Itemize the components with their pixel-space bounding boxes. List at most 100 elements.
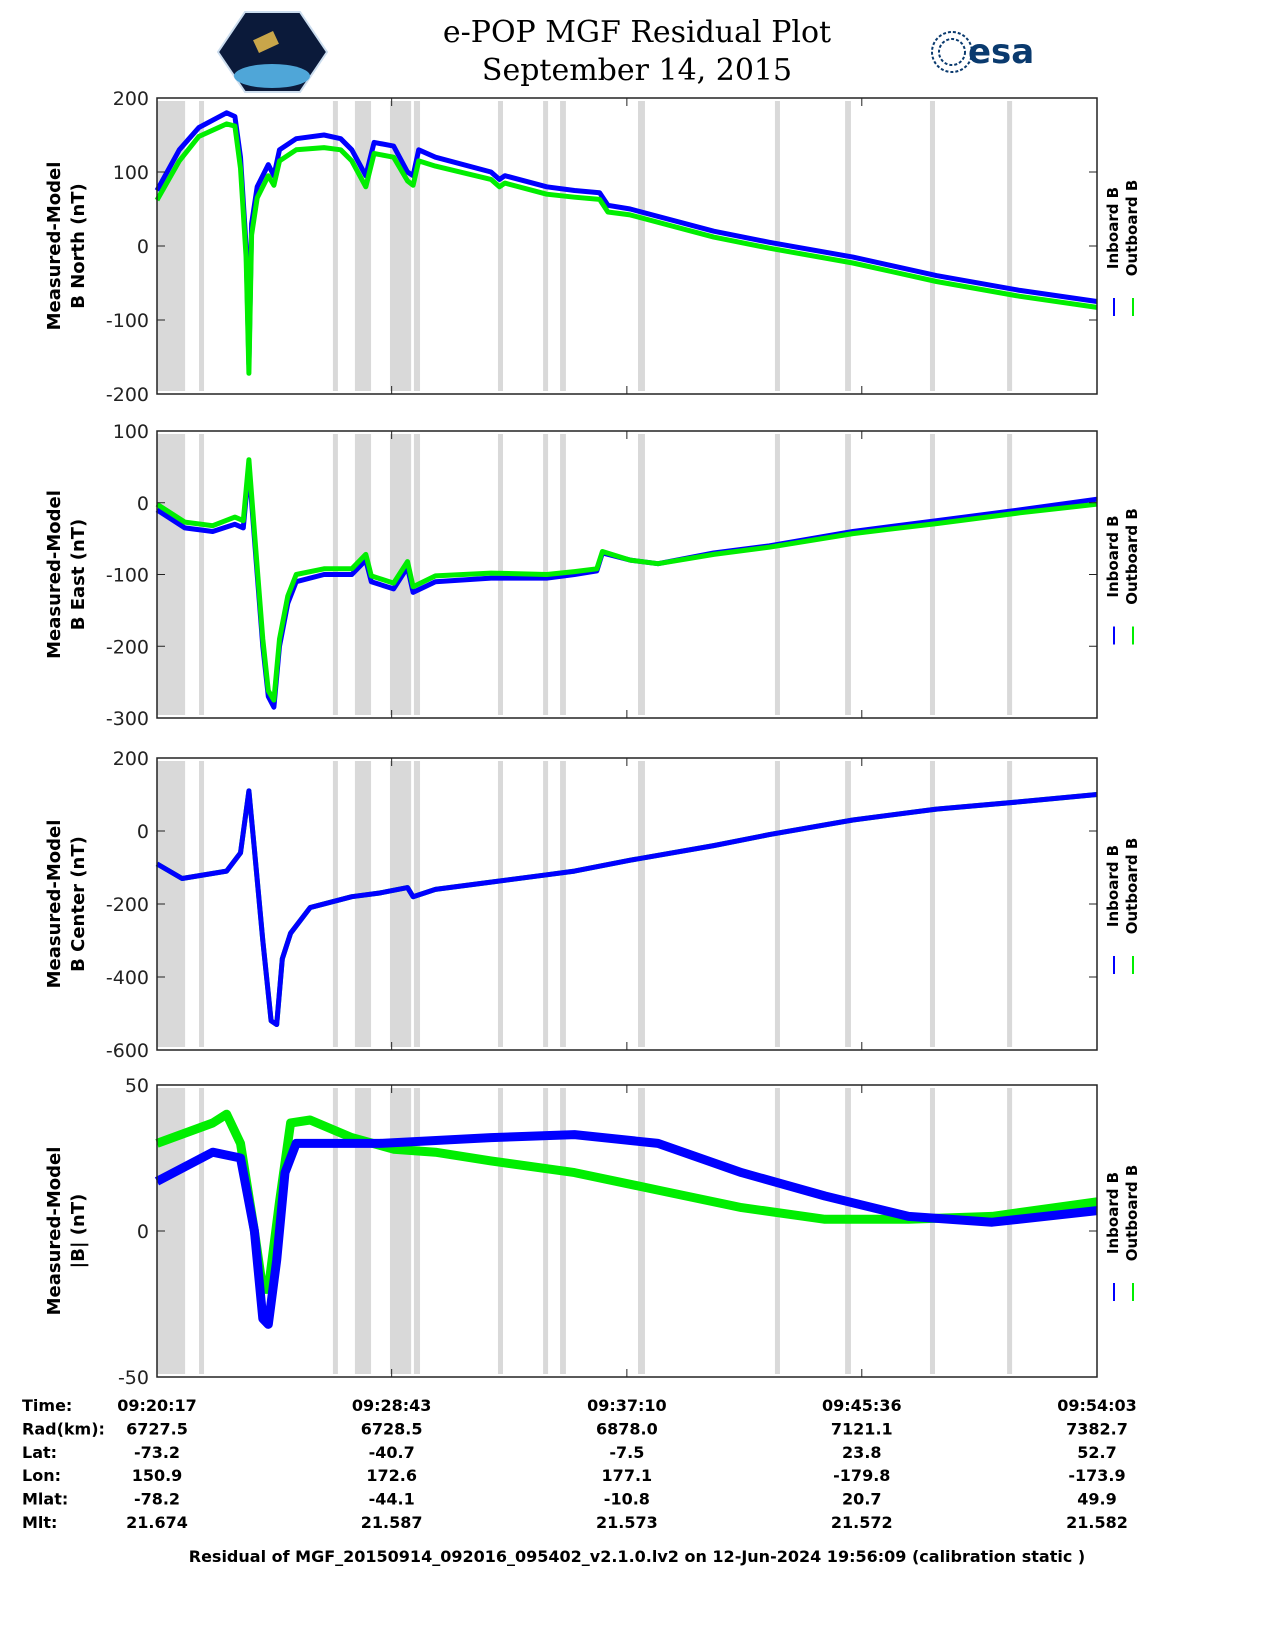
y-tick-label: 200 — [113, 748, 149, 770]
legend-label: Inboard B — [1104, 187, 1122, 269]
y-axis-label: Measured-Model — [44, 1147, 65, 1316]
table-row-label: Lon: — [22, 1466, 61, 1485]
data-gap-band — [497, 101, 503, 391]
table-cell: -7.5 — [609, 1443, 644, 1462]
table-cell: -173.9 — [1068, 1466, 1125, 1485]
table-cell: 21.587 — [361, 1513, 423, 1532]
y-tick-label: -100 — [106, 310, 149, 332]
table-cell: 09:45:36 — [822, 1396, 902, 1415]
plot-date: September 14, 2015 — [482, 53, 792, 88]
series-inboard-b — [155, 788, 1098, 1027]
esa-logo: esa — [931, 31, 1034, 73]
data-gap-band — [774, 1088, 780, 1374]
table-cell: 09:20:17 — [117, 1396, 197, 1415]
y-tick-label: -200 — [106, 384, 149, 406]
table-row-label: Lat: — [22, 1443, 57, 1462]
data-gap-band — [560, 1088, 566, 1374]
data-gap-band — [354, 101, 372, 391]
data-gap-band — [637, 101, 645, 391]
legend-label: Inboard B — [1104, 845, 1122, 927]
table-cell: -10.8 — [604, 1490, 650, 1509]
plot-frame — [156, 97, 1098, 395]
y-tick-label: 0 — [137, 493, 149, 515]
data-gap-band — [1007, 434, 1013, 715]
y-tick-label: -600 — [106, 1040, 149, 1062]
data-gap-band — [389, 761, 412, 1047]
data-gap-band — [845, 1088, 851, 1374]
legend-label: Outboard B — [1123, 838, 1141, 935]
data-gap-band — [332, 1088, 338, 1374]
y-axis-label: B Center (nT) — [68, 836, 89, 972]
y-tick-label: 200 — [113, 88, 149, 110]
plot-title: e-POP MGF Residual Plot — [443, 15, 831, 50]
y-tick-label: 100 — [113, 421, 149, 443]
data-gap-band — [543, 761, 549, 1047]
panel-1: 200 100 0 -100 -200 Measured-Model B North (nT… — [44, 88, 1141, 406]
y-axis-label: Measured-Model — [44, 162, 65, 331]
data-gap-band — [1007, 1088, 1013, 1374]
table-cell: -73.2 — [134, 1443, 180, 1462]
y-tick-label: -400 — [106, 967, 149, 989]
data-gap-band — [845, 761, 851, 1047]
legend-label: Outboard B — [1123, 180, 1141, 277]
data-gap-band — [413, 761, 421, 1047]
table-cell: 09:54:03 — [1057, 1396, 1137, 1415]
table-cell: 23.8 — [842, 1443, 881, 1462]
y-axis-label: Measured-Model — [44, 820, 65, 989]
y-tick-label: 0 — [137, 236, 149, 258]
y-axis-label: |B| (nT) — [68, 1194, 89, 1269]
table-cell: -78.2 — [134, 1490, 180, 1509]
data-gap-band — [543, 101, 549, 391]
data-gap-band — [637, 1088, 645, 1374]
table-cell: 177.1 — [602, 1466, 653, 1485]
y-tick-label: -200 — [106, 636, 149, 658]
data-gap-band — [929, 1088, 935, 1374]
data-gap-band — [354, 1088, 372, 1374]
series-outboard-b — [155, 788, 1098, 1027]
data-gap-band — [774, 434, 780, 715]
data-gap-band — [354, 761, 372, 1047]
table-cell: 6728.5 — [361, 1419, 423, 1438]
table-cell: 150.9 — [132, 1466, 183, 1485]
series-outboard-b — [155, 457, 1098, 703]
legend-label: Outboard B — [1123, 1165, 1141, 1262]
series-outboard-b — [154, 121, 1098, 376]
y-axis-label: B East (nT) — [68, 519, 89, 631]
y-tick-label: 0 — [137, 1221, 149, 1243]
panel-3: 200 0 -200 -400 -600 Measured-Model B Center (… — [44, 748, 1141, 1062]
data-gap-band — [774, 761, 780, 1047]
y-axis-label: Measured-Model — [44, 490, 65, 659]
table-cell: -179.8 — [833, 1466, 890, 1485]
data-gap-band — [845, 434, 851, 715]
plot-frame — [156, 1084, 1098, 1378]
table-row-label: Rad(km): — [22, 1419, 105, 1438]
data-gap-band — [497, 1088, 503, 1374]
panel-4: 50 0 -50 Measured-Model |B| (nT) Inboard B Out… — [44, 1075, 1141, 1389]
data-gap-band — [497, 761, 503, 1047]
table-cell: 52.7 — [1077, 1443, 1116, 1462]
footer-caption: Residual of MGF_20150914_092016_095402_v… — [189, 1547, 1085, 1566]
table-cell: 09:28:43 — [352, 1396, 432, 1415]
panel-2: 100 0 -100 -200 -300 Measured-Model B East (nT… — [44, 421, 1141, 730]
y-tick-label: 50 — [125, 1075, 149, 1097]
series-inboard-b — [154, 1130, 1098, 1329]
table-cell: 49.9 — [1077, 1490, 1116, 1509]
data-gap-band — [543, 1088, 549, 1374]
data-gap-band — [929, 761, 935, 1047]
data-gap-band — [1007, 101, 1013, 391]
legend-label: Inboard B — [1104, 1172, 1122, 1254]
y-tick-label: -100 — [106, 565, 149, 587]
data-gap-band — [199, 101, 205, 391]
data-gap-band — [1007, 761, 1013, 1047]
table-row-label: Time: — [22, 1396, 72, 1415]
data-gap-band — [199, 1088, 205, 1374]
data-gap-band — [413, 1088, 421, 1374]
table-cell: 21.674 — [126, 1513, 188, 1532]
data-gap-band — [332, 101, 338, 391]
table-row-label: Mlat: — [22, 1490, 68, 1509]
table-cell: 6878.0 — [596, 1419, 658, 1438]
y-tick-label: -50 — [118, 1367, 149, 1389]
y-tick-label: -200 — [106, 894, 149, 916]
data-gap-band — [389, 1088, 412, 1374]
